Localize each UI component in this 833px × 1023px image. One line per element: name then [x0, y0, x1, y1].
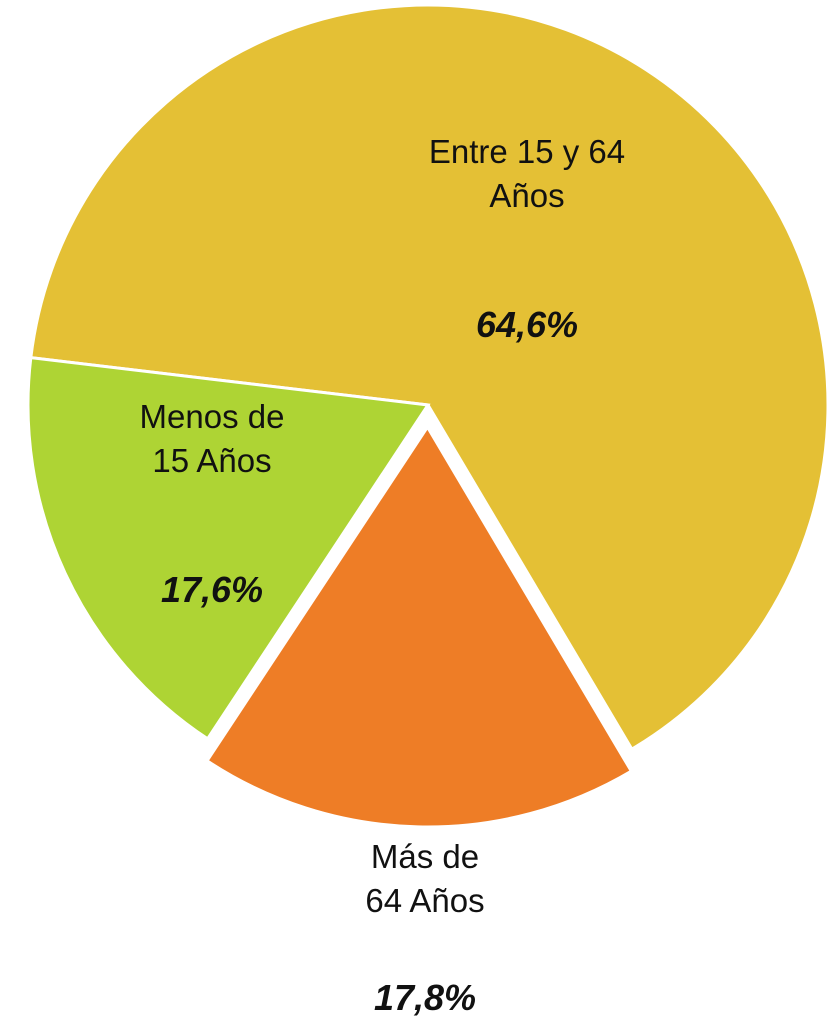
- slice-label: Entre 15 y 64 Años: [428, 133, 626, 214]
- slice-label: Menos de 15 Años: [139, 398, 285, 479]
- slice-label: Más de 64 Años: [365, 838, 485, 919]
- pie-slice: [26, 355, 431, 741]
- value-label: 17,6%: [160, 569, 264, 610]
- value-label: 17,8%: [373, 977, 477, 1018]
- pie-slice: [204, 424, 634, 829]
- value-label: 64,6%: [475, 304, 579, 345]
- pie-slice: [29, 3, 830, 752]
